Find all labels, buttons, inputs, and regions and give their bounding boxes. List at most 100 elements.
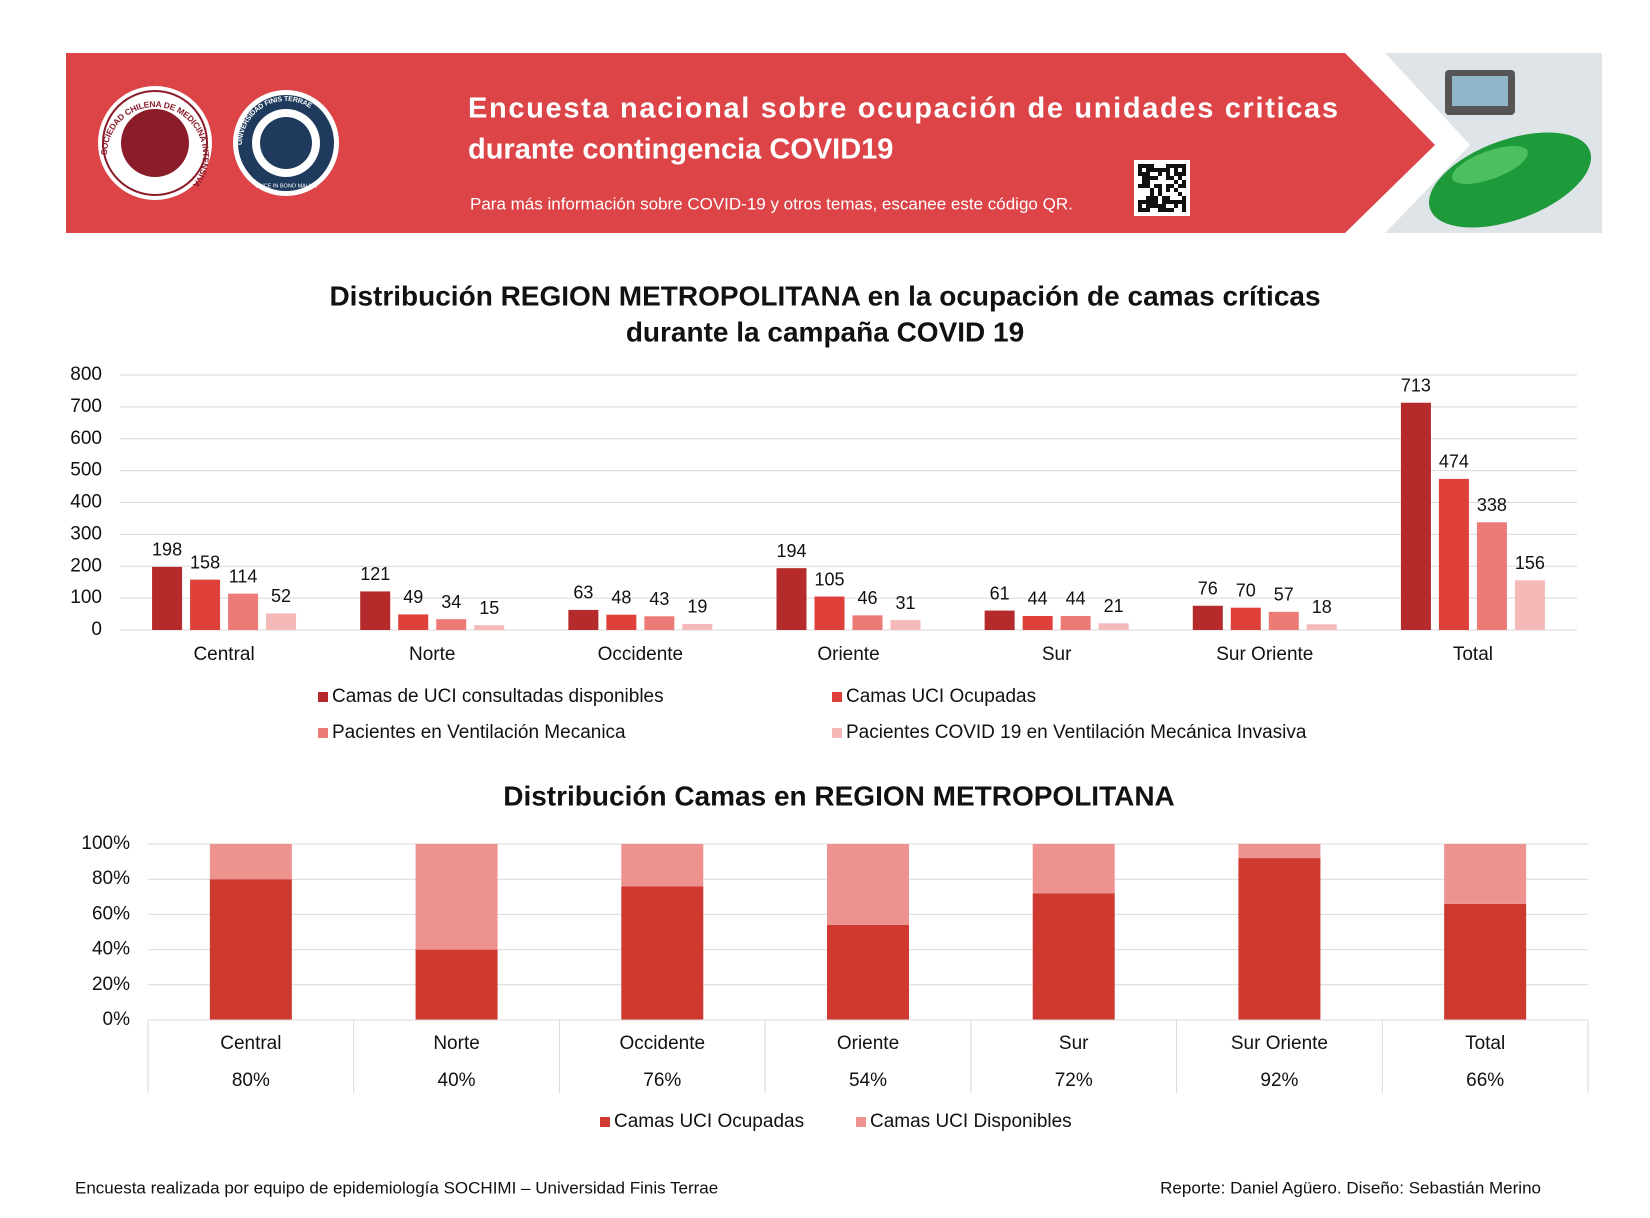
- data-label: 43: [649, 589, 669, 609]
- legend-label: Camas de UCI consultadas disponibles: [332, 686, 664, 707]
- bar: [1306, 624, 1337, 630]
- qr-cell: [1138, 168, 1142, 172]
- y-tick-label: 500: [70, 460, 102, 481]
- table-value: 92%: [1260, 1070, 1298, 1091]
- table-value: 40%: [438, 1070, 476, 1091]
- data-label: 18: [1312, 597, 1332, 617]
- bar: [1230, 607, 1261, 630]
- qr-cell: [1158, 172, 1162, 176]
- y-tick-label: 40%: [92, 939, 130, 960]
- bar: [1438, 478, 1469, 630]
- qr-cell: [1146, 196, 1150, 200]
- qr-cell: [1150, 176, 1154, 180]
- data-label: 338: [1477, 495, 1507, 515]
- legend-swatch: [600, 1117, 610, 1127]
- qr-cell: [1158, 192, 1162, 196]
- qr-cell: [1138, 172, 1142, 176]
- qr-cell: [1146, 176, 1150, 180]
- qr-cell: [1146, 184, 1150, 188]
- bar: [1514, 580, 1545, 630]
- bar-segment: [209, 879, 292, 1020]
- qr-cell: [1138, 204, 1142, 208]
- qr-cell: [1146, 204, 1150, 208]
- footer-right: Reporte: Daniel Agüero. Diseño: Sebastiá…: [1160, 1178, 1541, 1197]
- footer-left: Encuesta realizada por equipo de epidemi…: [75, 1178, 718, 1197]
- qr-cell: [1154, 196, 1158, 200]
- qr-cell: [1174, 180, 1178, 184]
- data-label: 48: [611, 587, 631, 607]
- qr-cell: [1166, 208, 1170, 212]
- bar: [852, 615, 883, 630]
- x-tick-label: Occidente: [598, 644, 684, 665]
- qr-cell: [1146, 168, 1150, 172]
- qr-cell: [1142, 164, 1146, 168]
- y-tick-label: 20%: [92, 974, 130, 995]
- bar: [644, 616, 675, 630]
- bar: [984, 610, 1015, 630]
- qr-cell: [1146, 208, 1150, 212]
- qr-cell: [1150, 192, 1154, 196]
- legend-label: Pacientes COVID 19 en Ventilación Mecáni…: [846, 722, 1307, 743]
- y-tick-label: 200: [70, 555, 102, 576]
- legend-swatch: [318, 728, 328, 738]
- qr-cell: [1142, 200, 1146, 204]
- chart-title: Distribución Camas en REGION METROPOLITA…: [503, 780, 1175, 811]
- data-label: 105: [814, 569, 844, 589]
- qr-cell: [1182, 184, 1186, 188]
- qr-cell: [1182, 200, 1186, 204]
- y-tick-label: 400: [70, 492, 102, 513]
- qr-cell: [1170, 200, 1174, 204]
- legend-label: Pacientes en Ventilación Mecanica: [332, 722, 626, 743]
- y-tick-label: 60%: [92, 903, 130, 924]
- data-label: 474: [1439, 452, 1469, 472]
- x-tick-label: Sur Oriente: [1231, 1033, 1328, 1054]
- qr-cell: [1182, 204, 1186, 208]
- bar: [682, 623, 713, 630]
- bar: [1192, 605, 1223, 630]
- table-value: 76%: [643, 1070, 681, 1091]
- x-tick-label: Sur Oriente: [1216, 644, 1313, 665]
- qr-cell: [1178, 176, 1182, 180]
- qr-cell: [1142, 180, 1146, 184]
- bar-segment: [415, 844, 498, 950]
- data-label: 156: [1515, 553, 1545, 573]
- qr-cell: [1166, 196, 1170, 200]
- qr-cell: [1138, 200, 1142, 204]
- qr-cell: [1162, 208, 1166, 212]
- qr-cell: [1170, 164, 1174, 168]
- bar: [890, 620, 921, 630]
- charts: Distribución REGION METROPOLITANA en la …: [70, 280, 1589, 1132]
- y-tick-label: 100: [70, 587, 102, 608]
- data-label: 44: [1028, 589, 1048, 609]
- qr-cell: [1178, 172, 1182, 176]
- legend-swatch: [318, 692, 328, 702]
- qr-cell: [1162, 200, 1166, 204]
- bar: [814, 596, 845, 630]
- qr-cell: [1174, 200, 1178, 204]
- bar-segment: [621, 844, 704, 887]
- qr-cell: [1174, 188, 1178, 192]
- data-label: 70: [1236, 580, 1256, 600]
- bar-segment: [1032, 844, 1115, 894]
- y-tick-label: 700: [70, 396, 102, 417]
- qr-cell: [1158, 208, 1162, 212]
- data-label: 19: [687, 597, 707, 617]
- bar-segment: [415, 949, 498, 1020]
- bar: [398, 614, 429, 630]
- qr-cell: [1158, 188, 1162, 192]
- x-tick-label: Sur: [1059, 1033, 1089, 1054]
- data-label: 31: [895, 593, 915, 613]
- qr-cell: [1150, 200, 1154, 204]
- y-tick-label: 80%: [92, 868, 130, 889]
- data-label: 61: [990, 583, 1010, 603]
- qr-cell: [1162, 204, 1166, 208]
- chart-title: Distribución REGION METROPOLITANA en la …: [329, 280, 1320, 311]
- qr-cell: [1174, 204, 1178, 208]
- data-label: 15: [479, 598, 499, 618]
- header-title: Encuesta nacional sobre ocupación de uni…: [468, 93, 1338, 125]
- data-label: 49: [403, 587, 423, 607]
- qr-cell: [1150, 168, 1154, 172]
- qr-cell: [1182, 196, 1186, 200]
- data-label: 46: [857, 588, 877, 608]
- data-label: 57: [1274, 585, 1294, 605]
